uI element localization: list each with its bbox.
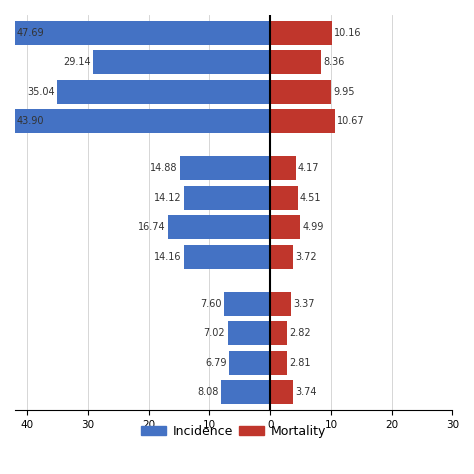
Text: 9.95: 9.95: [333, 87, 355, 97]
Bar: [270, 351, 287, 375]
Text: 47.69: 47.69: [16, 27, 44, 37]
Text: 7.02: 7.02: [203, 328, 225, 338]
Text: 35.04: 35.04: [27, 87, 55, 97]
Text: 16.74: 16.74: [138, 222, 166, 232]
Text: 14.88: 14.88: [150, 163, 177, 173]
Text: 3.74: 3.74: [295, 387, 317, 397]
Text: 3.37: 3.37: [293, 299, 315, 309]
Bar: [57, 80, 270, 104]
Bar: [270, 156, 295, 180]
Text: 2.82: 2.82: [290, 328, 311, 338]
Text: 8.36: 8.36: [323, 57, 345, 67]
Bar: [3, 109, 270, 133]
Text: 6.79: 6.79: [205, 358, 227, 368]
Bar: [180, 156, 270, 180]
Bar: [270, 245, 293, 269]
Legend: Incidence, Mortality: Incidence, Mortality: [137, 420, 331, 443]
Bar: [270, 186, 298, 210]
Text: 2.81: 2.81: [290, 358, 311, 368]
Text: 14.16: 14.16: [154, 252, 182, 262]
Bar: [270, 215, 301, 239]
Bar: [270, 292, 291, 316]
Bar: [228, 321, 270, 345]
Bar: [184, 245, 270, 269]
Text: 4.99: 4.99: [303, 222, 324, 232]
Text: 3.72: 3.72: [295, 252, 317, 262]
Bar: [270, 380, 293, 404]
Text: 43.90: 43.90: [16, 116, 44, 126]
Text: 10.67: 10.67: [337, 116, 365, 126]
Bar: [270, 50, 321, 74]
Bar: [224, 292, 270, 316]
Text: 10.16: 10.16: [334, 27, 362, 37]
Text: 8.08: 8.08: [197, 387, 219, 397]
Bar: [184, 186, 270, 210]
Bar: [93, 50, 270, 74]
Text: 29.14: 29.14: [63, 57, 91, 67]
Bar: [270, 321, 287, 345]
Text: 7.60: 7.60: [200, 299, 221, 309]
Text: 4.17: 4.17: [298, 163, 319, 173]
Bar: [270, 20, 332, 45]
Bar: [270, 80, 331, 104]
Bar: [168, 215, 270, 239]
Bar: [229, 351, 270, 375]
Bar: [270, 109, 335, 133]
Text: 4.51: 4.51: [300, 192, 321, 203]
Bar: [0, 20, 270, 45]
Text: 14.12: 14.12: [155, 192, 182, 203]
Bar: [221, 380, 270, 404]
